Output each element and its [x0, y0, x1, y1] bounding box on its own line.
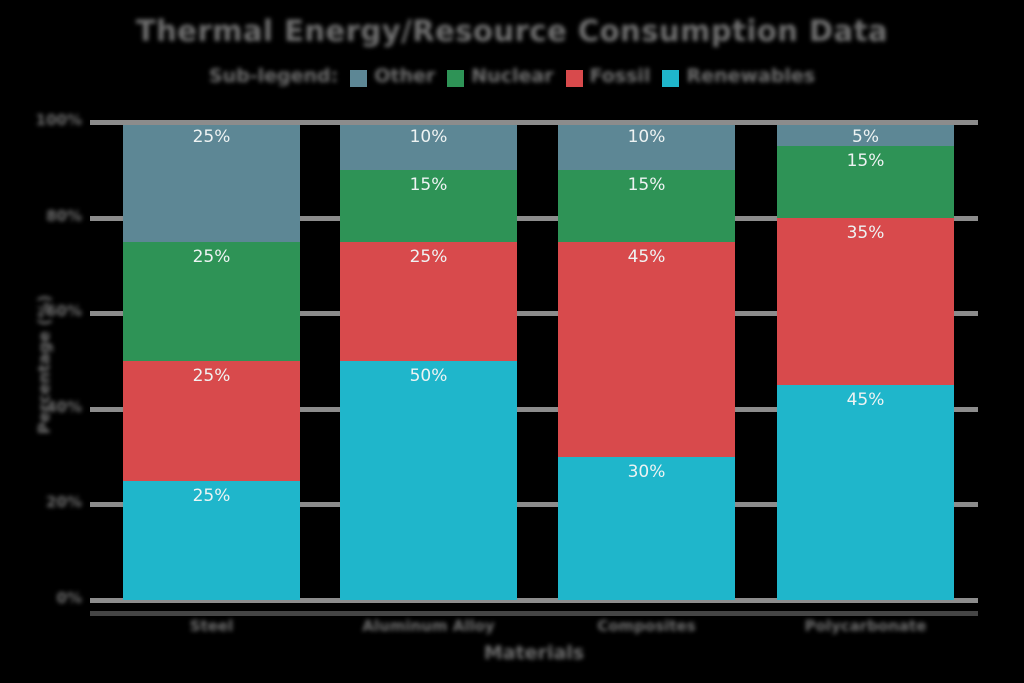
y-tick-label: 0% [56, 589, 82, 607]
y-tick-label: 100% [35, 111, 82, 129]
x-category-label: Steel [189, 617, 234, 635]
legend-label: Nuclear [471, 64, 554, 87]
stacked-bar-4: 5% 15% 35% 45% [777, 122, 954, 600]
segment-value-label: 35% [846, 222, 885, 243]
gridline-60 [90, 311, 978, 317]
bar-segment-renewables: 45% [777, 384, 954, 600]
segment-value-label: 25% [192, 127, 231, 147]
legend-intro-label: Sub-legend: [208, 64, 339, 87]
segment-value-label: 45% [627, 246, 666, 267]
bar-segment-renewables: 25% [123, 480, 300, 600]
legend-item-nuclear: Nuclear [447, 64, 554, 87]
legend-swatch [662, 70, 680, 87]
segment-value-label: 15% [409, 174, 448, 195]
legend-item-fossil: Fossil [565, 64, 651, 87]
x-category-label: Composites [597, 617, 696, 635]
legend-label: Other [374, 64, 436, 87]
legend-item-other: Other [350, 64, 435, 87]
legend-swatch [350, 70, 368, 87]
legend-item-renewables: Renewables [662, 64, 815, 87]
x-category-label: Polycarbonate [804, 617, 927, 635]
segment-value-label: 15% [627, 174, 666, 195]
bar-segment-nuclear: 15% [340, 169, 517, 242]
gridline-0 [90, 598, 978, 603]
segment-value-label: 45% [846, 389, 885, 410]
legend-swatch [447, 70, 465, 87]
legend-label: Fossil [589, 64, 651, 87]
stacked-bar-1: 25% 25% 25% 25% [123, 122, 300, 600]
chart-legend: Sub-legend: Other Nuclear Fossil Renewables [0, 64, 1024, 87]
segment-value-label: 30% [627, 461, 666, 482]
bar-segment-fossil: 45% [558, 241, 735, 457]
segment-value-label: 5% [852, 127, 879, 148]
x-axis-line [90, 611, 978, 616]
bar-segment-other: 10% [340, 122, 517, 170]
bar-segment-fossil: 25% [340, 241, 517, 361]
plot-area: 25% 25% 25% 25% 10% 15% 25% 50% 10% 15% 45% 30% 5% 15… [90, 120, 978, 603]
y-tick-label: 20% [46, 493, 82, 512]
bar-segment-renewables: 50% [340, 361, 517, 600]
gridline-100 [90, 120, 978, 125]
y-tick-label: 80% [46, 206, 82, 225]
bar-segment-nuclear: 25% [123, 241, 300, 361]
y-tick-label: 40% [46, 397, 82, 416]
x-category-label: Aluminum Alloy [362, 617, 495, 635]
segment-value-label: 50% [409, 366, 448, 386]
y-tick-label: 60% [46, 302, 82, 321]
stacked-bar-2: 10% 15% 25% 50% [340, 122, 517, 600]
bar-segment-other: 5% [777, 122, 954, 148]
legend-label: Renewables [686, 64, 816, 87]
segment-value-label: 10% [627, 127, 666, 148]
bar-segment-fossil: 25% [123, 361, 300, 481]
segment-value-label: 25% [192, 246, 231, 267]
gridline-20 [90, 502, 978, 508]
gridline-80 [90, 215, 978, 221]
bar-segment-other: 25% [123, 122, 300, 242]
segment-value-label: 25% [192, 366, 231, 386]
bar-segment-nuclear: 15% [777, 145, 954, 218]
segment-value-label: 25% [409, 246, 448, 267]
segment-value-label: 10% [409, 127, 448, 148]
legend-swatch [565, 70, 583, 87]
gridline-40 [90, 406, 978, 412]
bar-segment-renewables: 30% [558, 456, 735, 600]
stacked-bar-3: 10% 15% 45% 30% [558, 122, 735, 600]
segment-value-label: 15% [846, 150, 885, 171]
bar-segment-other: 10% [558, 122, 735, 170]
bar-segment-nuclear: 15% [558, 169, 735, 242]
bar-segment-fossil: 35% [777, 217, 954, 385]
x-axis-title: Materials [483, 642, 585, 664]
chart-title: Thermal Energy/Resource Consumption Data [135, 14, 889, 48]
segment-value-label: 25% [192, 485, 231, 506]
